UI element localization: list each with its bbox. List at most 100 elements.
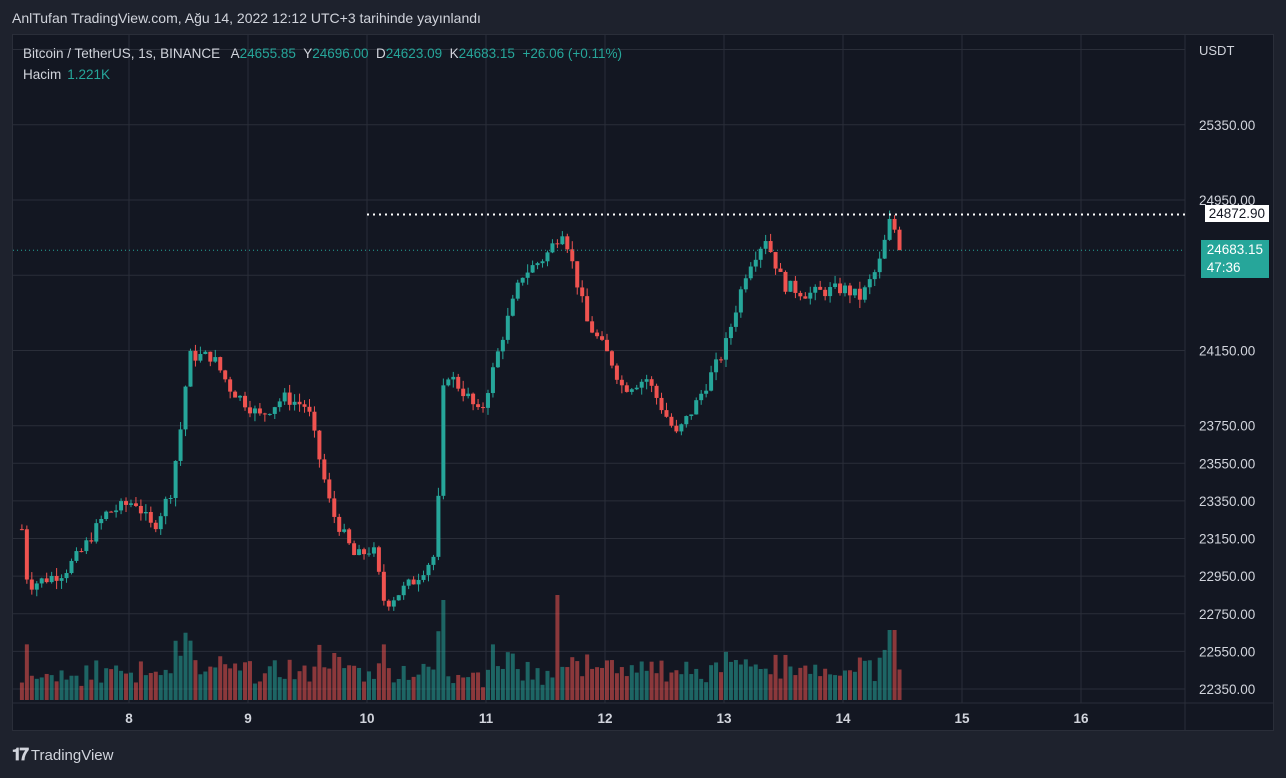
close-label: K bbox=[449, 46, 459, 61]
candle-body bbox=[243, 395, 248, 408]
candle-body bbox=[233, 391, 238, 398]
volume-bar bbox=[872, 681, 877, 700]
symbol-title[interactable]: Bitcoin / TetherUS, 1s, BINANCE bbox=[23, 46, 221, 61]
volume-bar bbox=[307, 681, 312, 700]
candle-body bbox=[49, 575, 54, 583]
volume-bar bbox=[64, 679, 69, 700]
volume-bar bbox=[689, 674, 694, 700]
volume-bar bbox=[267, 666, 272, 700]
volume-bar bbox=[302, 665, 307, 700]
volume-bar bbox=[381, 644, 386, 700]
candle-body bbox=[733, 312, 738, 327]
candle-body bbox=[654, 385, 659, 398]
volume-bar bbox=[595, 667, 600, 700]
volume-bar bbox=[719, 672, 724, 700]
volume-bar bbox=[520, 680, 525, 700]
volume-bar bbox=[773, 654, 778, 700]
volume-bar bbox=[743, 659, 748, 700]
volume-bar bbox=[823, 668, 828, 700]
candle-body bbox=[838, 283, 843, 294]
y-tick-label: 22750.00 bbox=[1199, 607, 1255, 622]
candle-body bbox=[510, 298, 515, 316]
volume-bar bbox=[247, 661, 252, 700]
candle-body bbox=[485, 393, 490, 408]
candle-body bbox=[203, 351, 208, 354]
volume-bar bbox=[500, 668, 505, 700]
candle-body bbox=[426, 564, 431, 576]
volume-bar bbox=[277, 677, 282, 700]
candle-body bbox=[277, 401, 282, 408]
volume-bar bbox=[604, 660, 609, 700]
volume-bar bbox=[565, 667, 570, 700]
candle-body bbox=[357, 549, 362, 556]
candle-body bbox=[495, 351, 500, 368]
candle-body bbox=[649, 379, 654, 386]
candle-body bbox=[228, 379, 233, 392]
volume-bar bbox=[728, 661, 733, 700]
x-tick-label: 12 bbox=[597, 711, 612, 726]
x-tick-label: 10 bbox=[359, 711, 374, 726]
volume-bar bbox=[69, 675, 74, 700]
candle-body bbox=[575, 261, 580, 288]
volume-bar bbox=[401, 665, 406, 700]
volume-bar bbox=[54, 681, 59, 700]
volume-bar bbox=[347, 665, 352, 700]
candle-body bbox=[411, 579, 416, 585]
publish-caption: AnlTufan TradingView.com, Ağu 14, 2022 1… bbox=[12, 10, 481, 26]
volume-bar bbox=[168, 673, 173, 700]
candle-body bbox=[391, 600, 396, 607]
candle-body bbox=[833, 283, 838, 288]
candle-body bbox=[317, 430, 322, 460]
volume-bar bbox=[158, 675, 163, 700]
volume-bar bbox=[312, 666, 317, 700]
volume-bar bbox=[481, 687, 486, 700]
tradingview-logo[interactable]: 𝟏𝟕 TradingView bbox=[12, 745, 113, 765]
candle-body bbox=[347, 529, 352, 544]
candlestick-chart[interactable]: USDT 25350.00 24950.00 24150.00 23750.00 2355… bbox=[13, 35, 1273, 730]
volume-bar bbox=[877, 657, 882, 700]
volume-bar bbox=[173, 640, 178, 700]
volume-bar bbox=[317, 644, 322, 700]
candle-body bbox=[614, 365, 619, 380]
candle-body bbox=[128, 503, 133, 505]
volume-bar bbox=[857, 657, 862, 700]
volume-bar bbox=[709, 665, 714, 700]
volume-bar bbox=[94, 660, 99, 700]
candle-body bbox=[778, 268, 783, 272]
x-tick-label: 11 bbox=[479, 711, 494, 726]
candle-body bbox=[758, 248, 763, 260]
candle-body bbox=[257, 408, 262, 414]
candle-body bbox=[887, 218, 892, 240]
candle-body bbox=[193, 350, 198, 361]
volume-bar bbox=[838, 675, 843, 700]
volume-bar bbox=[39, 677, 44, 700]
volume-bar bbox=[406, 679, 411, 700]
candle-body bbox=[104, 511, 109, 520]
chart-frame[interactable]: USDT 25350.00 24950.00 24150.00 23750.00 2355… bbox=[12, 34, 1274, 731]
volume-bar bbox=[530, 679, 535, 700]
volume-label[interactable]: Hacim bbox=[23, 67, 62, 82]
volume-bar bbox=[634, 672, 639, 700]
candle-body bbox=[158, 516, 163, 530]
volume-bar bbox=[34, 678, 39, 700]
candle-body bbox=[535, 263, 540, 266]
candle-body bbox=[436, 495, 441, 557]
volume-bar bbox=[24, 644, 29, 700]
candle-body bbox=[59, 578, 64, 581]
volume-bar bbox=[609, 660, 614, 700]
volume-bar bbox=[887, 630, 892, 700]
ohlc-legend: Bitcoin / TetherUS, 1s, BINANCE A24655.8… bbox=[23, 46, 622, 61]
volume-bar bbox=[619, 667, 624, 700]
volume-bar bbox=[436, 631, 441, 700]
volume-bar bbox=[575, 661, 580, 700]
candle-body bbox=[719, 359, 724, 361]
volume-bar bbox=[659, 660, 664, 700]
candle-body bbox=[138, 505, 143, 514]
volume-bar bbox=[644, 670, 649, 700]
candle-body bbox=[689, 414, 694, 417]
volume-bar bbox=[510, 653, 515, 700]
candle-body bbox=[481, 407, 486, 409]
volume-bar bbox=[297, 671, 302, 700]
volume-bar bbox=[867, 660, 872, 700]
candle-body bbox=[183, 386, 188, 430]
